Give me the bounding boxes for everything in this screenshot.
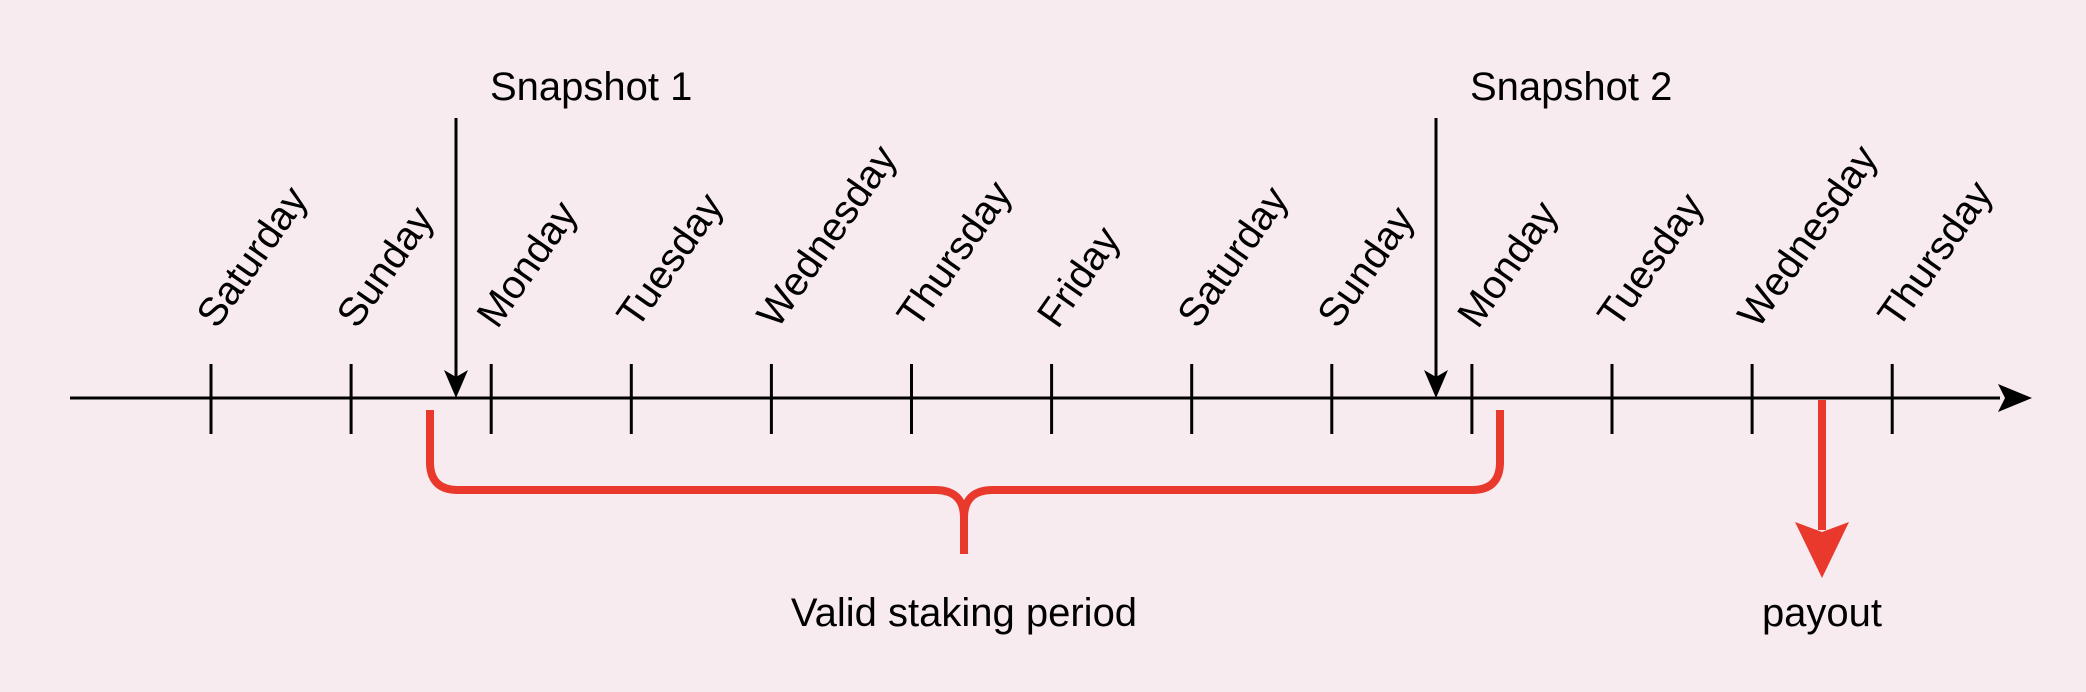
day-label: Thursday — [889, 173, 1021, 335]
day-label: Tuesday — [609, 185, 732, 335]
snapshot-1-marker: Snapshot 1 — [444, 65, 692, 398]
day-label: Sunday — [1309, 199, 1423, 335]
snapshot-1-arrowhead — [444, 370, 468, 398]
day-label: Saturday — [188, 179, 316, 335]
day-label: Monday — [1449, 193, 1567, 335]
snapshot-2-arrowhead — [1424, 370, 1448, 398]
snapshot-2-label: Snapshot 2 — [1470, 65, 1672, 109]
snapshot-2-marker: Snapshot 2 — [1424, 65, 1672, 398]
staking-period-label: Valid staking period — [791, 591, 1137, 635]
payout-label: payout — [1762, 591, 1882, 635]
timeline-arrowhead — [1998, 384, 2032, 412]
day-label: Tuesday — [1589, 185, 1712, 335]
payout-marker: payout — [1762, 400, 1882, 635]
day-label: Friday — [1029, 219, 1129, 335]
day-label: Sunday — [328, 199, 442, 335]
day-ticks — [209, 364, 1894, 434]
day-label: Wednesday — [1729, 137, 1886, 335]
day-label: Thursday — [1870, 173, 2002, 335]
day-label: Monday — [469, 193, 587, 335]
day-label: Wednesday — [749, 137, 906, 335]
staking-period-brace — [426, 410, 1504, 554]
day-labels: Saturday Sunday Monday Tuesday WednesdayThur… — [188, 137, 2001, 335]
snapshot-1-label: Snapshot 1 — [490, 65, 692, 109]
day-label: Saturday — [1169, 179, 1297, 335]
payout-arrowhead — [1795, 522, 1849, 578]
